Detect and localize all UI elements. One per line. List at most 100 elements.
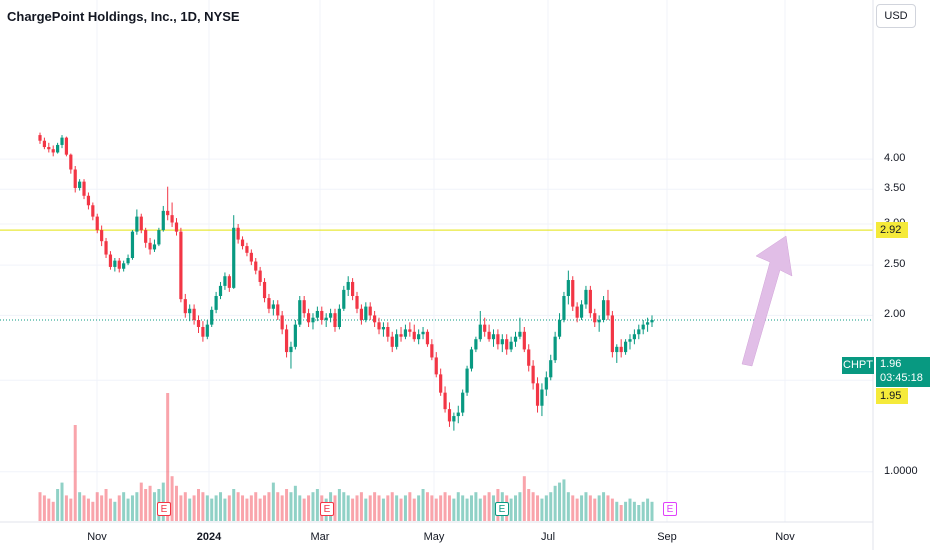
candle-body <box>351 281 355 296</box>
candle-body <box>434 357 438 375</box>
candle-body <box>566 280 570 296</box>
volume-bar <box>377 495 381 521</box>
volume-bar <box>197 489 201 521</box>
chart-title: ChargePoint Holdings, Inc., 1D, NYSE <box>7 9 240 24</box>
volume-bar <box>280 495 284 521</box>
candle-body <box>359 308 364 320</box>
candle-body <box>298 300 302 325</box>
candle-body <box>144 230 148 243</box>
volume-bar <box>219 492 223 521</box>
candle-body <box>386 326 390 337</box>
volume-bar <box>619 505 623 521</box>
volume-bar <box>602 492 606 521</box>
volume-bar <box>509 498 513 521</box>
y-tick-label: 4.00 <box>884 152 906 165</box>
candle-body <box>236 227 240 240</box>
volume-bar <box>64 495 68 521</box>
candle-body <box>152 244 157 250</box>
volume-bar <box>421 489 425 521</box>
volume-bar <box>549 492 553 521</box>
candle-body <box>597 319 601 323</box>
volume-bar <box>148 485 152 521</box>
candle-body <box>641 324 645 330</box>
volume-bar <box>69 498 73 521</box>
volume-bar <box>632 501 636 521</box>
grid-lines <box>0 0 873 522</box>
volume-bar <box>364 498 368 521</box>
volume-bar <box>650 501 654 521</box>
volume-bar <box>518 492 522 521</box>
candle-body <box>174 222 179 232</box>
candle-body <box>218 285 223 296</box>
volume-bar <box>232 489 236 521</box>
volume-bar <box>443 492 447 521</box>
volume-bar <box>236 492 240 521</box>
volume-bar <box>571 495 575 521</box>
candle-body <box>346 281 350 290</box>
candle-body <box>201 326 205 337</box>
volume-bar <box>474 492 478 521</box>
candle-body <box>412 331 416 340</box>
volume-bar <box>333 495 337 521</box>
candle-body <box>430 344 434 358</box>
volume-bar <box>95 492 99 521</box>
earnings-icon[interactable]: E <box>320 502 334 516</box>
y-tick-label: 3.50 <box>884 182 906 195</box>
volume-bar <box>417 495 421 521</box>
candle-body <box>333 313 337 327</box>
volume-bar <box>307 495 311 521</box>
candle-body <box>56 144 60 153</box>
volume-bar <box>430 495 434 521</box>
candle-body <box>126 258 130 264</box>
arrow-annotation[interactable] <box>741 235 793 367</box>
candle-body <box>553 336 557 361</box>
candle-body <box>377 322 381 330</box>
x-tick-label: Nov <box>87 531 107 543</box>
volume-bar <box>73 425 77 521</box>
volume-bar <box>144 489 148 521</box>
candle-body <box>518 331 522 337</box>
volume-bar <box>254 492 258 521</box>
candle-body <box>399 334 403 337</box>
candle-body <box>610 315 614 353</box>
candle-body <box>513 336 518 342</box>
volume-bar <box>214 495 218 521</box>
candle-body <box>69 154 73 170</box>
earnings-icon[interactable]: E <box>495 502 509 516</box>
earnings-icon[interactable]: E <box>663 502 677 516</box>
candle-body <box>373 315 377 323</box>
last-price-value: 1.96 <box>880 358 902 370</box>
volume-bar <box>558 482 562 521</box>
volume-bar <box>249 495 253 521</box>
candle-body <box>584 289 588 305</box>
candle-body <box>42 140 47 148</box>
candle-body <box>395 334 399 347</box>
candle-body <box>650 319 654 323</box>
volume-bar <box>381 498 385 521</box>
volume-bar <box>174 485 178 521</box>
candle-body <box>73 169 77 188</box>
volume-bar <box>399 498 403 521</box>
volume-bar <box>271 482 275 521</box>
volume-bar <box>117 495 121 521</box>
candle-body <box>60 137 64 145</box>
second-price-label: 1.95 <box>876 388 908 404</box>
volume-bar <box>487 492 491 521</box>
x-tick-label: May <box>423 531 445 543</box>
candle-body <box>205 324 209 337</box>
volume-bar <box>245 498 249 521</box>
currency-button[interactable]: USD <box>876 4 916 28</box>
candle-body <box>615 346 619 353</box>
candle-body <box>293 324 297 347</box>
candle-body <box>461 392 465 413</box>
earnings-icon[interactable]: E <box>157 502 171 516</box>
candle-body <box>645 322 650 325</box>
candle-body <box>139 216 143 231</box>
volume-bar <box>104 489 108 521</box>
volume-bar <box>562 479 566 521</box>
candle-body <box>443 392 447 410</box>
volume-bar <box>597 495 601 521</box>
candle-body <box>271 304 275 309</box>
volume-bar <box>646 498 650 521</box>
